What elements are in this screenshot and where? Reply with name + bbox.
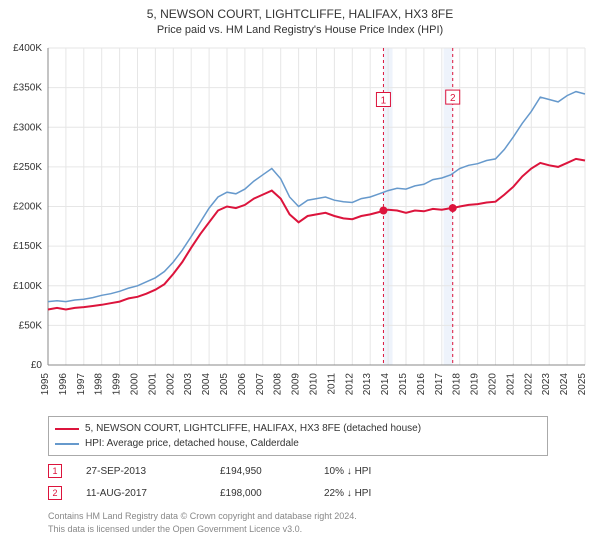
svg-text:2002: 2002 (165, 373, 176, 396)
svg-text:2017: 2017 (434, 373, 445, 396)
svg-text:2007: 2007 (255, 373, 266, 396)
svg-text:1998: 1998 (94, 373, 105, 396)
svg-text:2013: 2013 (362, 373, 373, 396)
svg-text:£200K: £200K (13, 202, 42, 213)
svg-text:1995: 1995 (40, 373, 51, 396)
page-subtitle: Price paid vs. HM Land Registry's House … (0, 23, 600, 38)
legend-swatch (55, 443, 79, 445)
svg-text:2005: 2005 (219, 373, 230, 396)
svg-text:2016: 2016 (416, 373, 427, 396)
svg-text:2003: 2003 (183, 373, 194, 396)
table-row: 1 27-SEP-2013 £194,950 10% ↓ HPI (48, 460, 548, 482)
line-chart: £0 £50K £100K £150K £200K £250K £300K £350K £400… (0, 40, 600, 410)
transaction-marker: 1 (48, 464, 62, 478)
footer-line: Contains HM Land Registry data © Crown c… (48, 510, 357, 523)
legend-item: 5, NEWSON COURT, LIGHTCLIFFE, HALIFAX, H… (55, 421, 541, 436)
svg-text:2001: 2001 (147, 373, 158, 396)
svg-text:1: 1 (381, 96, 387, 107)
svg-text:£100K: £100K (13, 281, 42, 292)
transaction-marker: 2 (48, 486, 62, 500)
svg-text:2021: 2021 (505, 373, 516, 396)
svg-text:£250K: £250K (13, 162, 42, 173)
svg-text:2025: 2025 (577, 373, 588, 396)
svg-text:2010: 2010 (309, 373, 320, 396)
chart-svg: £0 £50K £100K £150K £200K £250K £300K £350K £400… (0, 40, 600, 410)
transaction-price: £198,000 (220, 488, 300, 499)
svg-text:2019: 2019 (470, 373, 481, 396)
svg-text:2014: 2014 (380, 373, 391, 396)
svg-text:£300K: £300K (13, 122, 42, 133)
svg-text:£350K: £350K (13, 83, 42, 94)
svg-text:£400K: £400K (13, 43, 42, 54)
svg-text:2008: 2008 (273, 373, 284, 396)
svg-text:2024: 2024 (559, 373, 570, 396)
footer-attribution: Contains HM Land Registry data © Crown c… (48, 510, 357, 535)
svg-text:£0: £0 (31, 360, 43, 371)
svg-text:2: 2 (450, 93, 456, 104)
page-title: 5, NEWSON COURT, LIGHTCLIFFE, HALIFAX, H… (0, 0, 600, 23)
transaction-diff: 22% ↓ HPI (324, 488, 414, 499)
svg-text:2009: 2009 (291, 373, 302, 396)
legend-swatch (55, 428, 79, 430)
transaction-date: 11-AUG-2017 (86, 488, 196, 499)
svg-text:1997: 1997 (76, 373, 87, 396)
transactions-table: 1 27-SEP-2013 £194,950 10% ↓ HPI 2 11-AU… (48, 460, 548, 504)
svg-text:2011: 2011 (326, 373, 337, 395)
svg-text:2020: 2020 (488, 373, 499, 396)
svg-text:1996: 1996 (58, 373, 69, 396)
svg-text:2012: 2012 (344, 373, 355, 396)
svg-text:2004: 2004 (201, 373, 212, 396)
svg-text:1999: 1999 (112, 373, 123, 396)
legend-label: 5, NEWSON COURT, LIGHTCLIFFE, HALIFAX, H… (85, 421, 421, 436)
svg-text:2006: 2006 (237, 373, 248, 396)
legend: 5, NEWSON COURT, LIGHTCLIFFE, HALIFAX, H… (48, 416, 548, 456)
legend-item: HPI: Average price, detached house, Cald… (55, 436, 541, 451)
svg-text:£50K: £50K (19, 320, 43, 331)
svg-text:2023: 2023 (541, 373, 552, 396)
svg-text:2000: 2000 (130, 373, 141, 396)
svg-text:£150K: £150K (13, 241, 42, 252)
chart-container: 5, NEWSON COURT, LIGHTCLIFFE, HALIFAX, H… (0, 0, 600, 560)
legend-label: HPI: Average price, detached house, Cald… (85, 436, 299, 451)
svg-text:2022: 2022 (523, 373, 534, 396)
footer-line: This data is licensed under the Open Gov… (48, 523, 357, 536)
table-row: 2 11-AUG-2017 £198,000 22% ↓ HPI (48, 482, 548, 504)
svg-text:2018: 2018 (452, 373, 463, 396)
transaction-diff: 10% ↓ HPI (324, 466, 414, 477)
svg-text:2015: 2015 (398, 373, 409, 396)
transaction-price: £194,950 (220, 466, 300, 477)
transaction-date: 27-SEP-2013 (86, 466, 196, 477)
